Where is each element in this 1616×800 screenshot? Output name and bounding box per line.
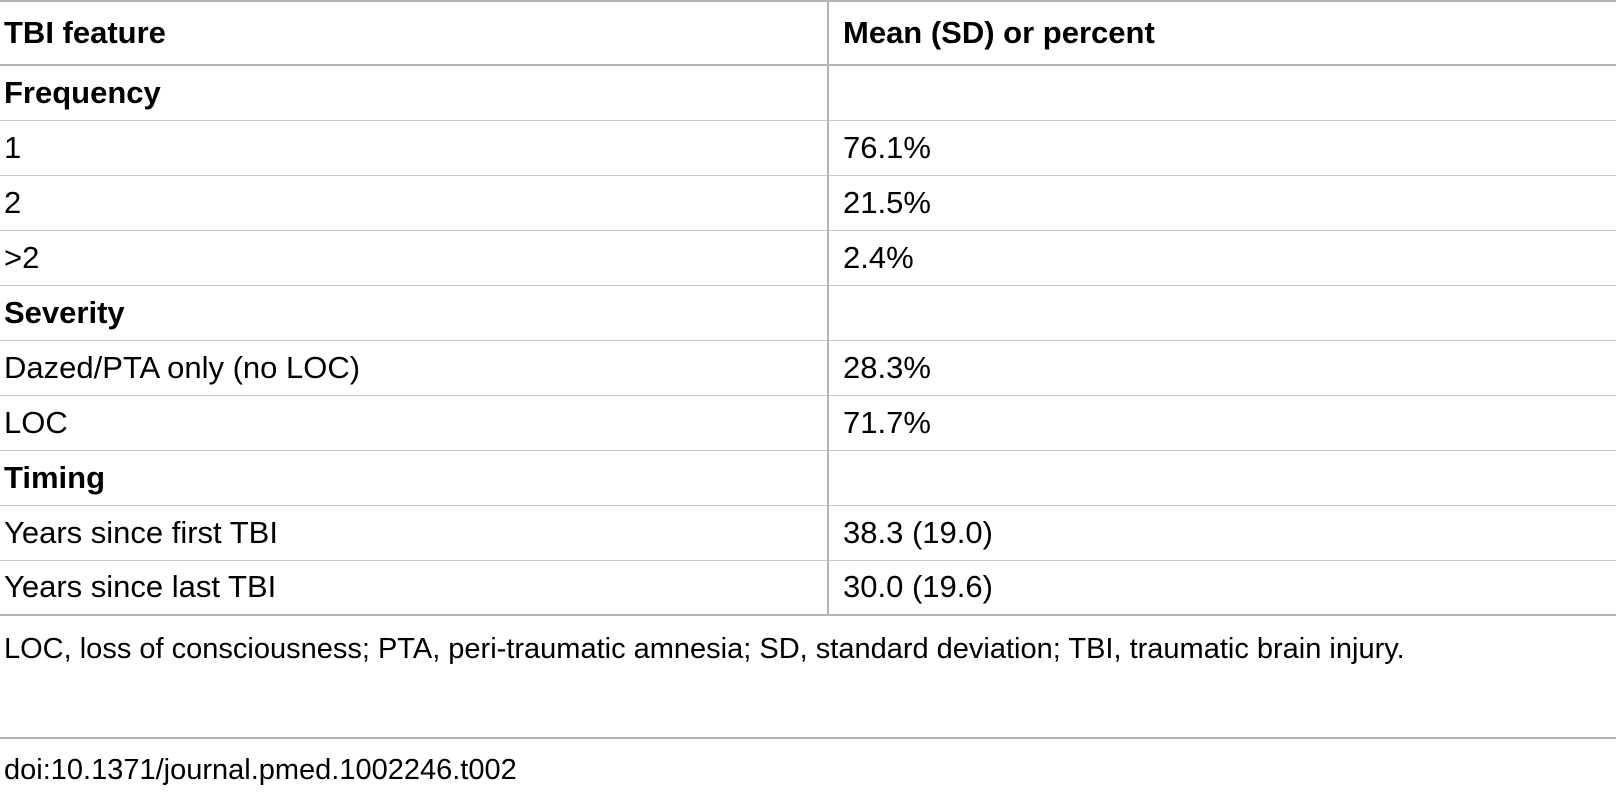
row-label: 2 — [0, 175, 828, 231]
row-label: Years since last TBI — [0, 560, 828, 616]
header-tbi-feature: TBI feature — [0, 0, 828, 66]
row-value — [827, 65, 1616, 121]
doi-text: doi:10.1371/journal.pmed.1002246.t002 — [4, 754, 517, 786]
section-label: Severity — [0, 285, 828, 341]
row-value: 38.3 (19.0) — [827, 505, 1616, 561]
table-row-section-severity: Severity — [0, 285, 1616, 341]
row-value — [827, 450, 1616, 506]
row-label: Years since first TBI — [0, 505, 828, 561]
row-value: 28.3% — [827, 340, 1616, 396]
section-label: Frequency — [0, 65, 828, 121]
table-row: 2 21.5% — [0, 175, 1616, 231]
tbi-features-table-container: TBI feature Mean (SD) or percent Frequen… — [0, 0, 1616, 616]
table-header-row: TBI feature Mean (SD) or percent — [0, 0, 1616, 66]
tbi-features-table: TBI feature Mean (SD) or percent Frequen… — [0, 0, 1616, 616]
row-value: 21.5% — [827, 175, 1616, 231]
row-value — [827, 285, 1616, 341]
row-label: LOC — [0, 395, 828, 451]
row-value: 76.1% — [827, 120, 1616, 176]
table-row-section-timing: Timing — [0, 450, 1616, 506]
doi-divider — [0, 737, 1616, 739]
row-value: 71.7% — [827, 395, 1616, 451]
table-row: 1 76.1% — [0, 120, 1616, 176]
table-row: Years since first TBI 38.3 (19.0) — [0, 505, 1616, 561]
row-label: 1 — [0, 120, 828, 176]
table-row-section-frequency: Frequency — [0, 65, 1616, 121]
table-footnote: LOC, loss of consciousness; PTA, peri-tr… — [4, 633, 1405, 665]
table-row: >2 2.4% — [0, 230, 1616, 286]
table-row: Years since last TBI 30.0 (19.6) — [0, 560, 1616, 616]
row-value: 30.0 (19.6) — [827, 560, 1616, 616]
row-label: >2 — [0, 230, 828, 286]
header-mean-sd-or-percent: Mean (SD) or percent — [827, 0, 1616, 66]
table-row: Dazed/PTA only (no LOC) 28.3% — [0, 340, 1616, 396]
row-label: Dazed/PTA only (no LOC) — [0, 340, 828, 396]
table-row: LOC 71.7% — [0, 395, 1616, 451]
section-label: Timing — [0, 450, 828, 506]
row-value: 2.4% — [827, 230, 1616, 286]
